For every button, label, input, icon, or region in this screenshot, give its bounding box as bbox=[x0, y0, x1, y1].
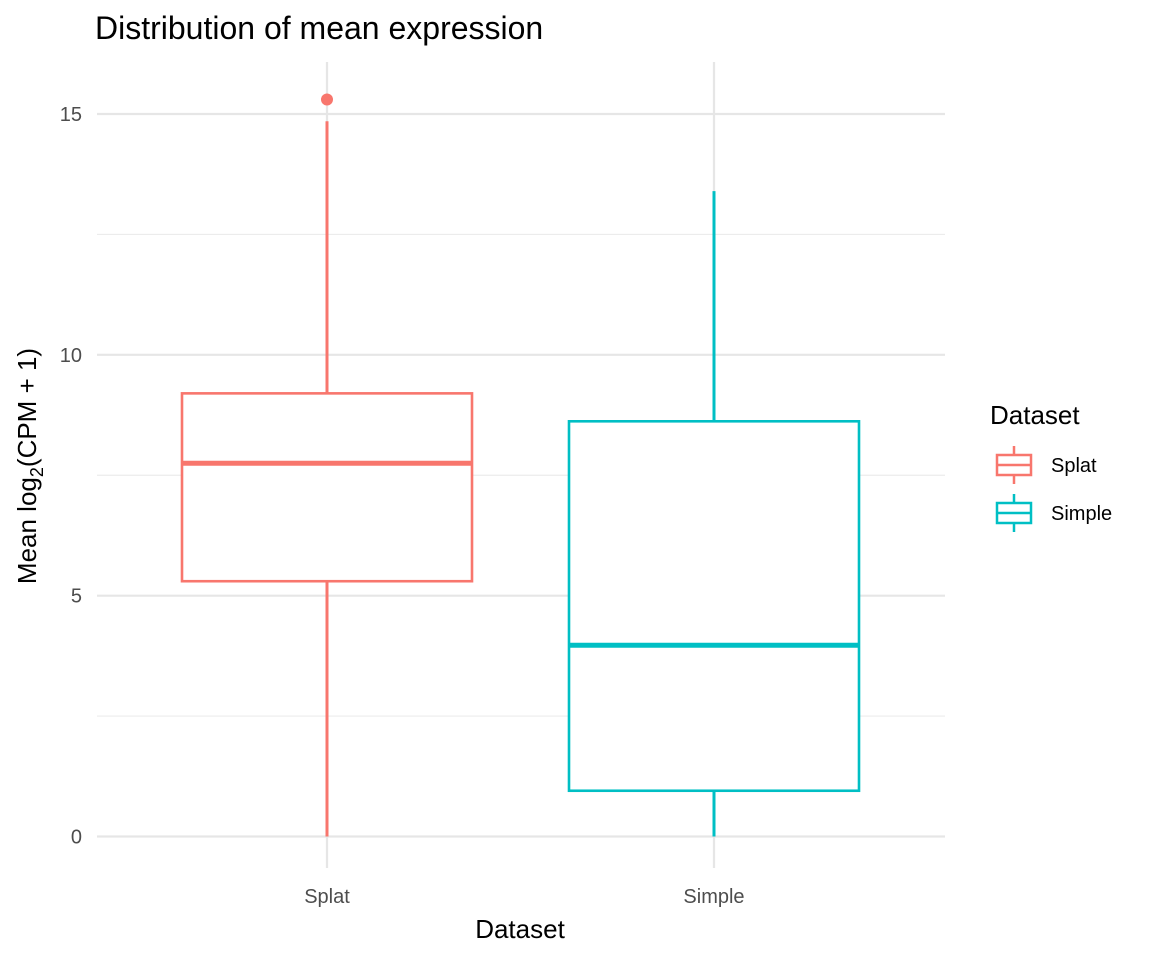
legend: Dataset Splat Simple bbox=[990, 400, 1112, 532]
legend-item-splat: Splat bbox=[995, 446, 1097, 484]
legend-items: Splat Simple bbox=[995, 446, 1112, 532]
y-tick-label: 10 bbox=[60, 345, 82, 367]
iqr-box bbox=[180, 392, 474, 583]
x-axis-title: Dataset bbox=[475, 914, 565, 944]
chart-title: Distribution of mean expression bbox=[95, 10, 543, 46]
y-axis-title-subscript: 2 bbox=[27, 467, 47, 477]
x-tick-label: Splat bbox=[304, 886, 350, 908]
box-simple bbox=[567, 191, 861, 837]
legend-item-simple: Simple bbox=[995, 494, 1112, 532]
y-tick-label: 5 bbox=[71, 586, 82, 608]
legend-label: Simple bbox=[1051, 503, 1112, 525]
y-axis-title: Mean log2(CPM + 1) bbox=[12, 348, 47, 584]
y-axis-title-suffix: (CPM + 1) bbox=[12, 348, 42, 467]
box-splat bbox=[180, 93, 474, 837]
legend-title: Dataset bbox=[990, 400, 1080, 430]
y-tick-label: 0 bbox=[71, 827, 82, 849]
iqr-box bbox=[567, 420, 861, 793]
axis-layer: 0 5 10 15 Splat Simple bbox=[60, 104, 745, 908]
legend-label: Splat bbox=[1051, 455, 1097, 477]
box-layer bbox=[180, 93, 861, 837]
outlier-point bbox=[321, 93, 333, 106]
x-tick-label: Simple bbox=[683, 886, 744, 908]
y-tick-label: 15 bbox=[60, 104, 82, 126]
y-axis-title-prefix: Mean log bbox=[12, 477, 42, 584]
